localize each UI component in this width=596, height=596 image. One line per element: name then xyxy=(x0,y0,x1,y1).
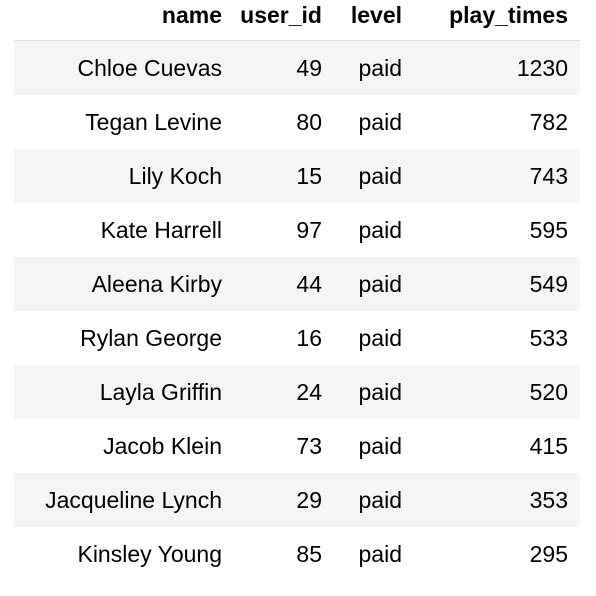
cell-play-times: 533 xyxy=(529,325,568,351)
table-row: Layla Griffin 24 paid 520 xyxy=(14,365,580,419)
column-header-user-id: user_id xyxy=(234,0,334,41)
table-row: Rylan George 16 paid 533 xyxy=(14,311,580,365)
column-header-name: name xyxy=(14,0,234,41)
cell-user-id: 85 xyxy=(296,541,322,567)
cell-name: Kinsley Young xyxy=(77,541,222,567)
table-row: Aleena Kirby 44 paid 549 xyxy=(14,257,580,311)
cell-play-times: 415 xyxy=(529,433,568,459)
cell-user-id: 80 xyxy=(296,109,322,135)
cell-name: Jacob Klein xyxy=(103,433,222,459)
cell-play-times: 782 xyxy=(529,109,568,135)
cell-name: Rylan George xyxy=(80,325,222,351)
cell-user-id: 97 xyxy=(296,217,322,243)
table-row: Jacob Klein 73 paid 415 xyxy=(14,419,580,473)
cell-play-times: 295 xyxy=(529,541,568,567)
cell-user-id: 16 xyxy=(296,325,322,351)
cell-level: paid xyxy=(358,433,402,459)
header-row: name user_id level play_times xyxy=(14,0,580,41)
cell-level: paid xyxy=(358,217,402,243)
table-row: Kate Harrell 97 paid 595 xyxy=(14,203,580,257)
cell-user-id: 24 xyxy=(296,379,322,405)
cell-name: Kate Harrell xyxy=(100,217,222,243)
cell-user-id: 44 xyxy=(296,271,322,297)
dataframe-table-container: name user_id level play_times Chloe Cuev… xyxy=(14,0,580,581)
cell-name: Jacqueline Lynch xyxy=(45,487,222,513)
column-header-level: level xyxy=(334,0,414,41)
table-row: Kinsley Young 85 paid 295 xyxy=(14,527,580,581)
cell-play-times: 549 xyxy=(529,271,568,297)
cell-name: Layla Griffin xyxy=(99,379,222,405)
table-body: Chloe Cuevas 49 paid 1230 Tegan Levine 8… xyxy=(14,40,580,581)
cell-play-times: 353 xyxy=(529,487,568,513)
table-row: Lily Koch 15 paid 743 xyxy=(14,149,580,203)
cell-level: paid xyxy=(358,271,402,297)
cell-play-times: 520 xyxy=(529,379,568,405)
column-header-play-times: play_times xyxy=(414,0,580,41)
cell-play-times: 1230 xyxy=(516,55,568,81)
cell-level: paid xyxy=(358,163,402,189)
table-row: Jacqueline Lynch 29 paid 353 xyxy=(14,473,580,527)
cell-level: paid xyxy=(358,325,402,351)
cell-name: Aleena Kirby xyxy=(91,271,222,297)
cell-user-id: 49 xyxy=(296,55,322,81)
cell-play-times: 743 xyxy=(529,163,568,189)
cell-user-id: 29 xyxy=(296,487,322,513)
cell-name: Lily Koch xyxy=(128,163,222,189)
table-row: Chloe Cuevas 49 paid 1230 xyxy=(14,40,580,95)
cell-level: paid xyxy=(358,109,402,135)
cell-level: paid xyxy=(358,379,402,405)
cell-user-id: 15 xyxy=(296,163,322,189)
dataframe-table: name user_id level play_times Chloe Cuev… xyxy=(14,0,580,581)
cell-user-id: 73 xyxy=(296,433,322,459)
cell-name: Chloe Cuevas xyxy=(77,55,222,81)
cell-play-times: 595 xyxy=(529,217,568,243)
cell-level: paid xyxy=(358,487,402,513)
table-header: name user_id level play_times xyxy=(14,0,580,41)
table-row: Tegan Levine 80 paid 782 xyxy=(14,95,580,149)
cell-name: Tegan Levine xyxy=(85,109,222,135)
cell-level: paid xyxy=(358,55,402,81)
cell-level: paid xyxy=(358,541,402,567)
